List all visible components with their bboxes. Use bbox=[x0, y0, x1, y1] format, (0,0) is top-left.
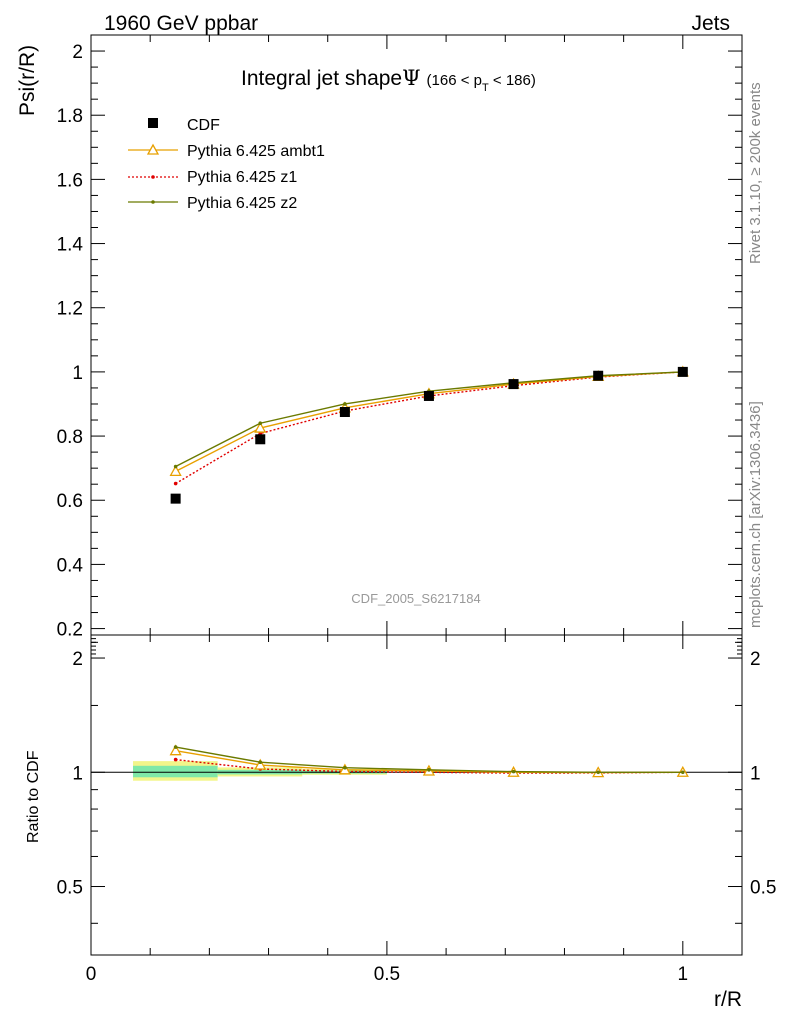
category-label: Jets bbox=[691, 12, 730, 35]
ratio-ylabel: Ratio to CDF bbox=[25, 750, 42, 843]
main-point-cdf bbox=[255, 434, 266, 445]
ratio-band-inner bbox=[133, 765, 218, 778]
ratio-xtick-label: 1 bbox=[678, 964, 689, 985]
rivet-label: Rivet 3.1.10, ≥ 200k events bbox=[747, 82, 764, 264]
legend-marker-ambt1 bbox=[146, 143, 160, 155]
main-point-cdf bbox=[677, 366, 688, 377]
main-ylabel: Psi(r/R) bbox=[16, 45, 39, 116]
ratio-ytick-label-right: 2 bbox=[750, 649, 761, 670]
legend-label-z2: Pythia 6.425 z2 bbox=[187, 195, 297, 212]
mcplots-label: mcplots.cern.ch [arXiv:1306.3436] bbox=[747, 401, 764, 628]
main-ytick-label: 1.8 bbox=[57, 106, 83, 127]
main-title-range-end: < 186) bbox=[489, 72, 536, 89]
main-title-text: Integral jet shape bbox=[241, 67, 402, 90]
energy-label: 1960 GeV ppbar bbox=[104, 12, 258, 35]
main-ytick-label: 0.6 bbox=[57, 491, 83, 512]
main-ytick-label: 1 bbox=[72, 363, 83, 384]
ratio-point-ambt1 bbox=[169, 744, 182, 756]
main-point-cdf bbox=[170, 493, 181, 504]
main-title: Integral jet shapeΨ (166 < pT < 186) bbox=[241, 66, 536, 94]
main-title-symbol: Ψ bbox=[402, 66, 420, 90]
legend-marker-z2 bbox=[151, 200, 155, 204]
main-title-range: (166 < p bbox=[427, 72, 482, 89]
main-point-z2 bbox=[258, 421, 263, 426]
ratio-xtick-label: 0 bbox=[86, 964, 97, 985]
main-point-z2 bbox=[343, 402, 347, 406]
ratio-xlabel: r/R bbox=[714, 988, 742, 1011]
ratio-ytick-label: 1 bbox=[72, 763, 83, 784]
main-ytick-label: 0.8 bbox=[57, 427, 83, 448]
ratio-point-z1 bbox=[173, 757, 178, 762]
main-point-cdf bbox=[423, 390, 434, 401]
main-point-cdf bbox=[508, 379, 519, 390]
legend-marker-cdf bbox=[148, 118, 158, 128]
main-point-z2 bbox=[173, 464, 178, 469]
main-title-sub: T bbox=[482, 82, 489, 94]
ratio-point-z2 bbox=[343, 765, 347, 770]
main-line-z2 bbox=[175, 371, 683, 468]
main-ytick-label: 0.2 bbox=[57, 620, 83, 641]
main-ytick-label: 1.6 bbox=[57, 170, 83, 191]
main-ytick-label: 0.4 bbox=[57, 555, 84, 576]
ratio-panel: 0.5 0.5 1 1 2 2 0 0.5 1 Ratio to CDF r/R bbox=[25, 634, 776, 1011]
main-line-ambt1 bbox=[175, 371, 683, 472]
main-point-cdf bbox=[339, 407, 350, 418]
ratio-frame bbox=[90, 634, 743, 956]
main-point-ambt1 bbox=[169, 465, 182, 477]
main-panel: 0.2 0.4 0.6 0.8 1 1.2 1.4 1.6 1.8 2 Integral jet … bbox=[16, 34, 743, 641]
ratio-point-z2 bbox=[596, 770, 600, 775]
legend-marker-z1 bbox=[151, 175, 155, 179]
ratio-ytick-label: 0.5 bbox=[57, 878, 83, 899]
main-point-z1 bbox=[173, 481, 178, 486]
legend: CDF Pythia 6.425 ambt1 Pythia 6.425 z1 P… bbox=[128, 117, 325, 212]
ratio-ytick-label-right: 0.5 bbox=[750, 878, 776, 899]
ratio-point-z2 bbox=[427, 768, 431, 772]
ratio-point-z2 bbox=[681, 770, 685, 775]
main-ytick-label: 1.2 bbox=[57, 299, 83, 320]
ratio-point-z2 bbox=[173, 745, 178, 749]
ratio-point-z2 bbox=[511, 769, 516, 774]
analysis-watermark: CDF_2005_S6217184 bbox=[351, 591, 480, 606]
main-ytick-label: 2 bbox=[72, 42, 83, 63]
ratio-xtick-label: 0.5 bbox=[374, 964, 400, 985]
legend-label-cdf: CDF bbox=[187, 117, 220, 134]
main-point-ambt1 bbox=[254, 421, 267, 433]
ratio-point-z2 bbox=[258, 760, 263, 765]
ratio-point-ambt1 bbox=[254, 758, 267, 770]
legend-label-ambt1: Pythia 6.425 ambt1 bbox=[187, 143, 325, 160]
main-ytick-label: 1.4 bbox=[57, 235, 84, 256]
main-point-cdf bbox=[593, 370, 604, 381]
ratio-ytick-label: 2 bbox=[72, 649, 83, 670]
ratio-ytick-label-right: 1 bbox=[750, 763, 761, 784]
legend-label-z1: Pythia 6.425 z1 bbox=[187, 169, 297, 186]
